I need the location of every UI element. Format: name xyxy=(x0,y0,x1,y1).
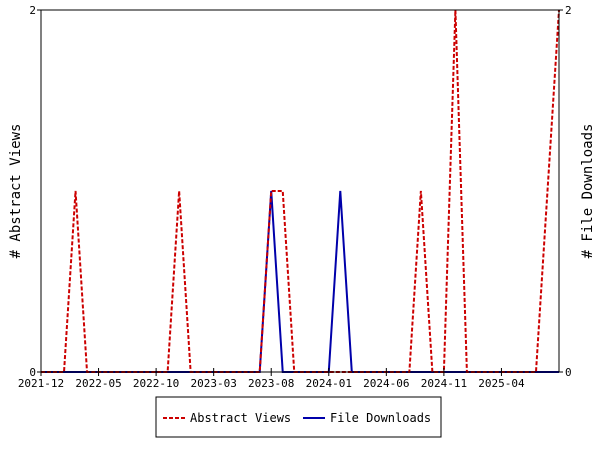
y-left-tick-label: 2 xyxy=(29,4,36,17)
x-tick-label: 2024-01 xyxy=(306,377,352,390)
legend-label-abstract-views: Abstract Views xyxy=(190,411,291,425)
axes: 2021-12 2022-05 2022-10 2023-03 2023-08 2024-… xyxy=(8,4,596,390)
x-tick-label: 2024-06 xyxy=(363,377,409,390)
plot-area xyxy=(41,9,560,373)
x-tick-label: 2021-12 xyxy=(18,377,64,390)
y-right-tick-label: 0 xyxy=(565,366,572,379)
series-line-file-downloads xyxy=(41,190,559,373)
series-line-abstract-views xyxy=(41,9,560,373)
y-left-tick-label: 0 xyxy=(29,366,36,379)
plot-frame xyxy=(40,9,560,373)
legend-box xyxy=(155,396,442,438)
legend: Abstract Views File Downloads xyxy=(155,396,442,438)
x-tick-label: 2023-08 xyxy=(248,377,294,390)
x-tick-label: 2024-11 xyxy=(421,377,467,390)
y-right-tick-label: 2 xyxy=(565,4,572,17)
x-tick-label: 2022-05 xyxy=(75,377,121,390)
x-tick-label: 2022-10 xyxy=(133,377,179,390)
x-tick-label: 2025-04 xyxy=(478,377,525,390)
y-left-axis-title: # Abstract Views xyxy=(8,124,24,259)
legend-label-file-downloads: File Downloads xyxy=(330,411,431,425)
y-right-axis-title: # File Downloads xyxy=(580,124,596,259)
x-tick-label: 2023-03 xyxy=(190,377,236,390)
